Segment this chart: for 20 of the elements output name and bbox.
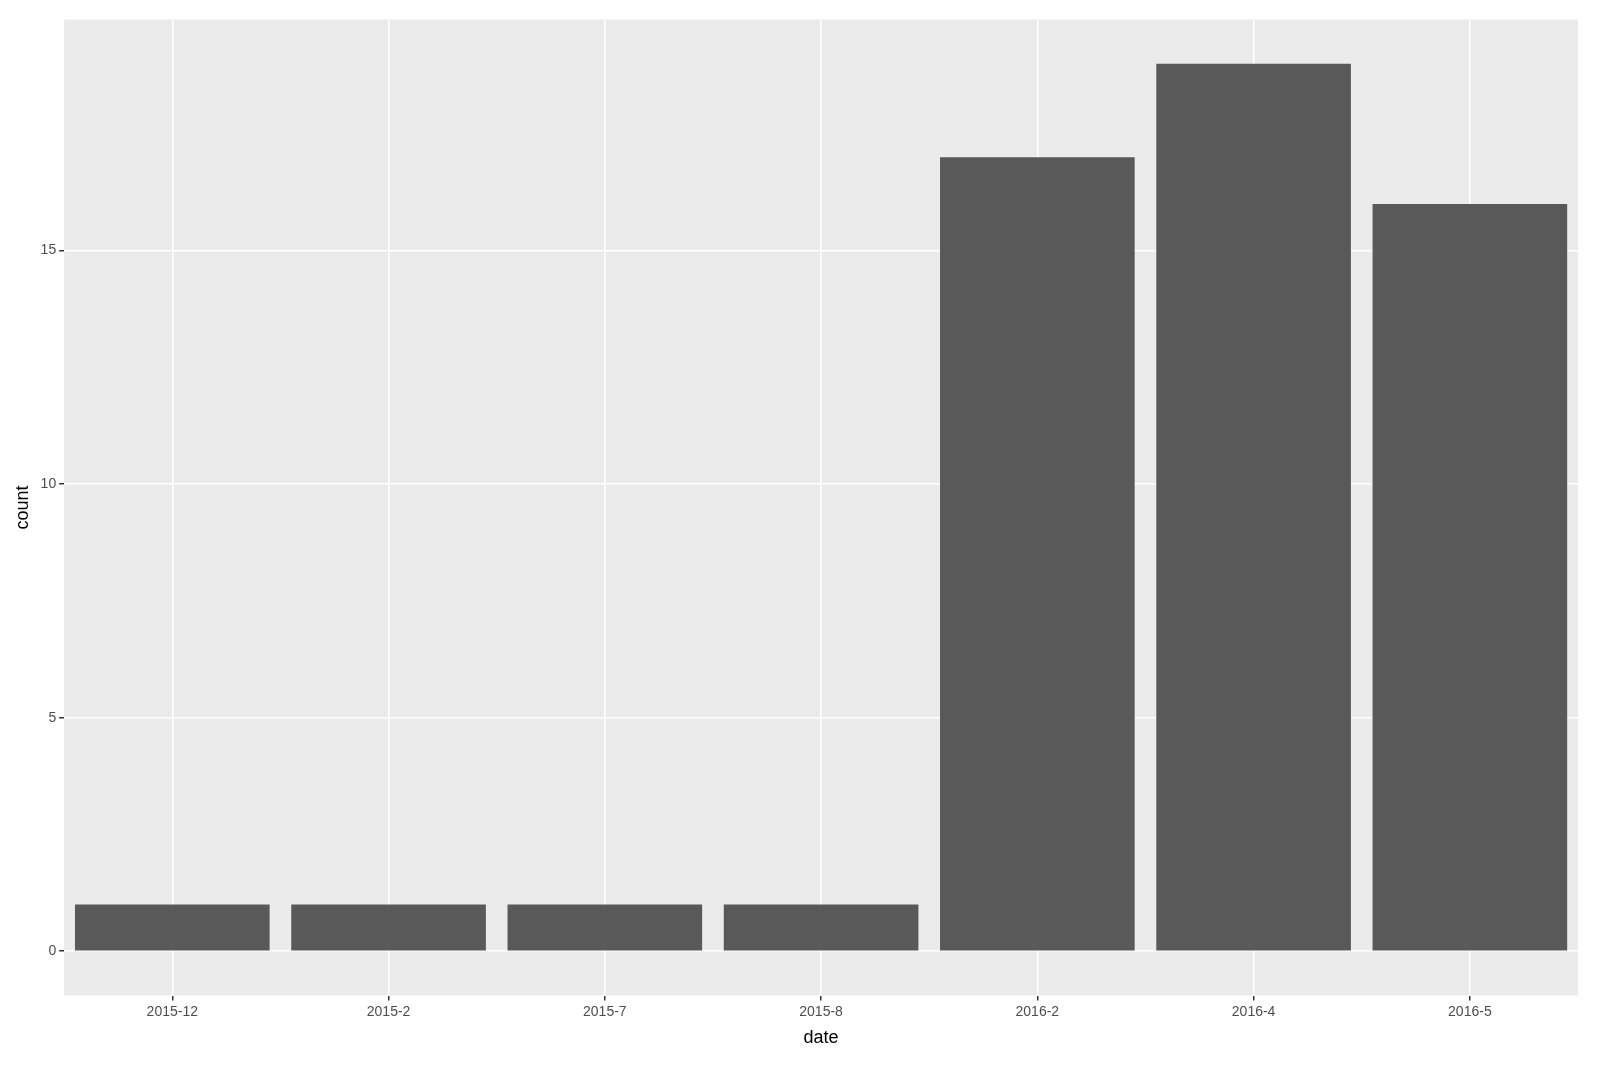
x-tick-label: 2015-2 xyxy=(366,1002,411,1019)
y-tick-label: 15 xyxy=(40,241,57,258)
bar xyxy=(1372,203,1568,951)
x-tick-label: 2016-2 xyxy=(1015,1002,1060,1019)
x-tick-label: 2016-4 xyxy=(1231,1002,1276,1019)
bar xyxy=(940,157,1135,951)
bar xyxy=(507,904,703,951)
bar xyxy=(74,904,270,951)
x-tick-label: 2015-7 xyxy=(583,1002,627,1019)
bar xyxy=(1156,63,1351,951)
y-axis-title: count xyxy=(11,485,32,530)
x-tick-label: 2015-8 xyxy=(799,1002,844,1019)
x-axis-title: date xyxy=(803,1027,839,1048)
x-tick-label: 2015-12 xyxy=(146,1002,199,1019)
y-tick-label: 5 xyxy=(48,708,57,725)
bar xyxy=(291,904,486,951)
y-tick-label: 0 xyxy=(48,942,57,959)
y-tick-label: 10 xyxy=(40,475,57,492)
x-tick-label: 2016-5 xyxy=(1448,1002,1492,1019)
bar xyxy=(723,904,919,951)
